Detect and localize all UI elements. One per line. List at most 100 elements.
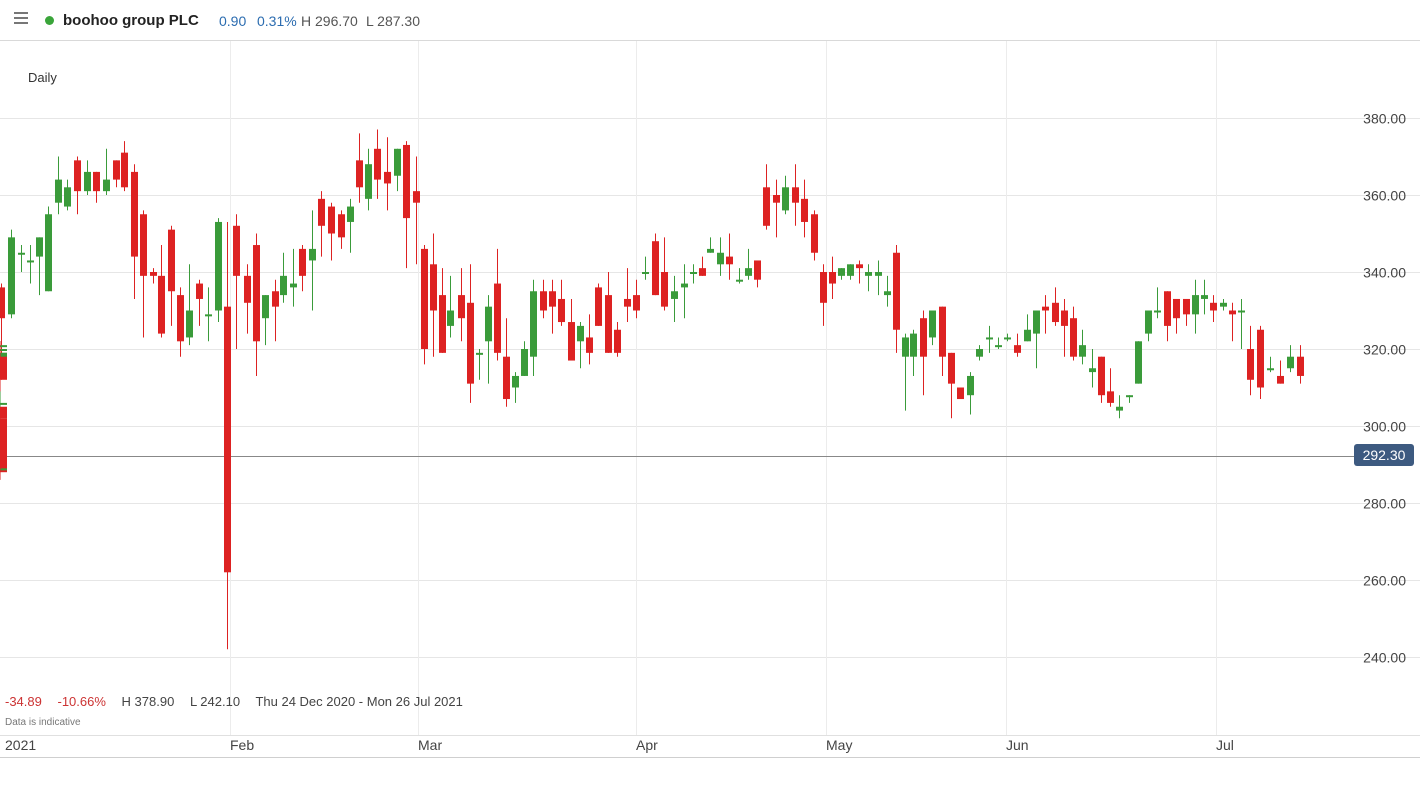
candle-body	[1201, 295, 1208, 299]
candle-body	[838, 268, 845, 276]
candle-body	[1052, 302, 1059, 323]
header-high: H 296.70	[301, 13, 358, 29]
candle-body	[74, 160, 81, 192]
candle-body	[986, 337, 993, 340]
candle-body	[158, 275, 165, 334]
candle-body	[893, 252, 900, 330]
candle-body	[467, 302, 474, 384]
navigator-bar[interactable]	[0, 757, 1420, 796]
candle-body	[0, 287, 5, 319]
candle-body	[328, 206, 335, 234]
candle-body	[8, 237, 15, 315]
candle-body	[430, 264, 437, 311]
range-high: H 378.90	[121, 694, 175, 709]
candle-body	[55, 179, 62, 203]
candle-body	[0, 468, 7, 471]
date-range: Thu 24 Dec 2020 - Mon 26 Jul 2021	[255, 694, 463, 709]
candle-body	[1079, 345, 1086, 357]
range-stats: -34.89 -10.66% H 378.90 L 242.10 Thu 24 …	[5, 694, 475, 709]
y-tick-label: 240.00	[1363, 650, 1406, 666]
candle-body	[140, 214, 147, 276]
candle-body	[948, 352, 955, 384]
candle-body	[1135, 341, 1142, 384]
x-tick-label: May	[826, 737, 852, 753]
candle-body	[614, 329, 621, 353]
candle-body	[884, 291, 891, 296]
candle-body	[1287, 356, 1294, 369]
candle-body	[856, 264, 863, 269]
candle-body	[0, 406, 7, 419]
candle-body	[521, 349, 528, 376]
x-axis: 2021 Feb Mar Apr May Jun Jul	[5, 737, 1234, 753]
candle-body	[290, 283, 297, 288]
candle-body	[36, 237, 43, 257]
candle-body	[671, 291, 678, 299]
candle-body	[1145, 310, 1152, 334]
candle-body	[512, 375, 519, 388]
candle-body	[1004, 337, 1011, 340]
candle-body	[280, 275, 287, 296]
market-status-dot	[45, 16, 54, 25]
candle-body	[253, 245, 260, 342]
candle-body	[1164, 291, 1171, 326]
candle-body	[318, 198, 325, 226]
candle-body	[458, 295, 465, 319]
candle-body	[215, 221, 222, 311]
candle-body	[1229, 310, 1236, 315]
candle-body	[84, 171, 91, 192]
candle-body	[681, 283, 688, 288]
candle-body	[661, 272, 668, 307]
candle-body	[224, 306, 231, 573]
candle-body	[717, 252, 724, 265]
candle-body	[820, 272, 827, 303]
candle-body	[811, 214, 818, 253]
candle-body	[168, 229, 175, 292]
candle-body	[792, 187, 799, 203]
candle-body	[902, 337, 909, 357]
hamburger-menu-icon[interactable]	[14, 12, 30, 26]
candle-body	[1061, 310, 1068, 326]
x-tick-label: 2021	[5, 737, 36, 753]
candle-body	[413, 191, 420, 203]
y-tick-label: 380.00	[1363, 111, 1406, 127]
candle-body	[754, 260, 761, 280]
candle-body	[957, 387, 964, 400]
candle-body	[309, 248, 316, 261]
candle-body	[1042, 306, 1049, 311]
header-change-percent: 0.31%	[257, 13, 297, 29]
x-tick-label: Jul	[1216, 737, 1234, 753]
candle-body	[540, 291, 547, 311]
period-label[interactable]: Daily	[28, 70, 57, 85]
x-tick-label: Mar	[418, 737, 442, 753]
candle-body	[0, 352, 7, 355]
instrument-name[interactable]: boohoo group PLC	[63, 12, 199, 29]
range-change: -34.89	[5, 694, 42, 709]
candle-body	[1220, 302, 1227, 307]
candle-body	[1116, 406, 1123, 411]
candle-body	[0, 345, 7, 348]
candle-body	[707, 248, 714, 253]
candle-body	[1297, 356, 1304, 376]
candle-body	[690, 272, 697, 274]
candle-body	[530, 291, 537, 357]
candle-body	[1183, 298, 1190, 315]
candle-body	[0, 441, 7, 457]
candle-body	[577, 325, 584, 342]
candle-body	[549, 291, 556, 307]
candle-body	[1154, 310, 1161, 313]
candle-body	[736, 279, 743, 282]
candle-body	[233, 225, 240, 276]
candle-body	[1257, 329, 1264, 388]
candle-body	[1070, 318, 1077, 357]
candle-body	[652, 241, 659, 296]
candle-body	[374, 148, 381, 180]
candle-body	[595, 287, 602, 326]
candle-body	[27, 260, 34, 263]
candle-body	[131, 171, 138, 257]
candle-body	[1098, 356, 1105, 396]
header-change: 0.90	[219, 13, 247, 29]
candle-body	[485, 306, 492, 342]
grid	[0, 41, 1420, 736]
candle-body	[421, 248, 428, 349]
